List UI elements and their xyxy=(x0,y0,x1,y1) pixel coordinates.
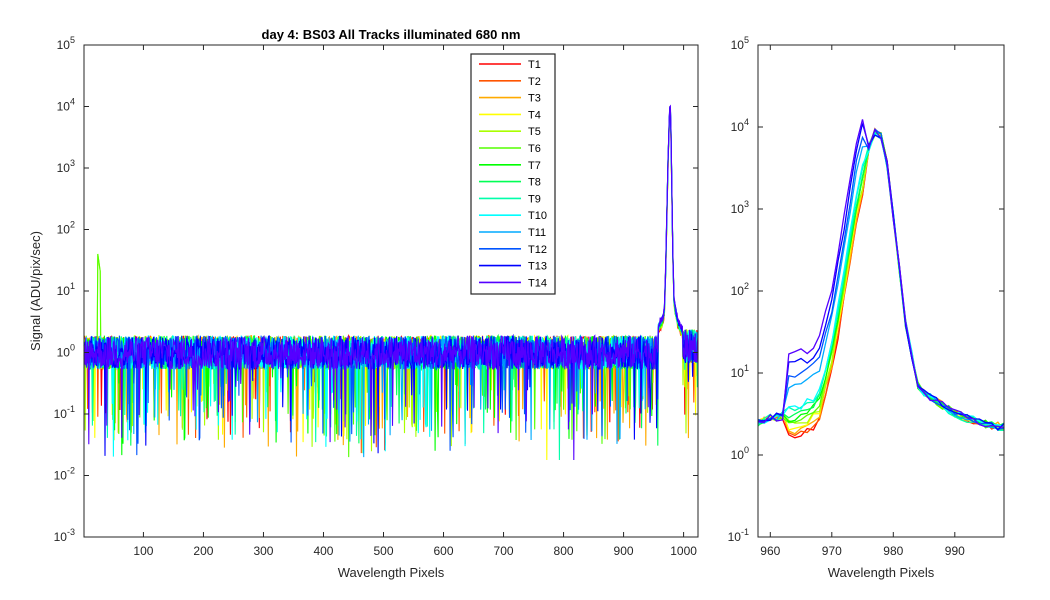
chart-title: day 4: BS03 All Tracks illuminated 680 n… xyxy=(262,27,521,42)
left-x-tick-label: 100 xyxy=(133,544,153,558)
legend-item: T3 xyxy=(479,93,541,105)
legend-label: T2 xyxy=(528,76,541,88)
right-y-tick-label: 105 xyxy=(731,35,749,52)
legend-label: T6 xyxy=(528,143,541,155)
legend-box xyxy=(470,53,556,295)
legend-label: T5 xyxy=(528,126,541,138)
legend-item: T11 xyxy=(479,227,546,239)
legend-item: T14 xyxy=(479,277,547,289)
left-x-tick-label: 900 xyxy=(614,544,634,558)
legend-item: T12 xyxy=(479,244,547,256)
left-series-line-T14 xyxy=(83,104,699,461)
left-data-lines xyxy=(83,104,699,461)
left-y-axis-label: Signal (ADU/pix/sec) xyxy=(28,231,43,351)
left-y-tick-label: 102 xyxy=(57,220,75,237)
left-x-ticks: 100 200 300 400 500 600 700 800 900 1000 xyxy=(133,45,697,558)
right-x-ticks: 960 970 980 990 xyxy=(760,45,965,558)
legend-item: T5 xyxy=(479,126,541,138)
left-y-tick-label: 104 xyxy=(57,97,75,114)
left-y-ticks: 10-3 10-2 10-1 100 101 102 103 104 105 xyxy=(54,35,698,544)
left-plot-area xyxy=(84,45,698,537)
right-y-tick-label: 102 xyxy=(731,281,749,298)
left-x-axis-label: Wavelength Pixels xyxy=(338,565,445,580)
left-y-tick-label: 105 xyxy=(57,35,75,52)
left-x-tick-label: 800 xyxy=(554,544,574,558)
legend-item: T13 xyxy=(479,261,547,273)
legend-label: T14 xyxy=(528,277,547,289)
legend-items: T1 T2 T3 T4 T5 T6 T7 T8 T9 T10 T11 T12 T13 T14 xyxy=(479,59,547,289)
legend-label: T7 xyxy=(528,160,541,172)
right-y-ticks: 10-1 100 101 102 103 104 105 xyxy=(728,35,1004,544)
legend-label: T3 xyxy=(528,93,541,105)
right-x-tick-label: 970 xyxy=(822,544,842,558)
right-y-tick-label: 100 xyxy=(731,445,749,462)
left-x-tick-label: 200 xyxy=(193,544,213,558)
legend: T1 T2 T3 T4 T5 T6 T7 T8 T9 T10 T11 T12 T13 T14 xyxy=(470,53,556,295)
right-y-tick-label: 104 xyxy=(731,117,749,134)
right-y-tick-label: 10-1 xyxy=(728,527,749,544)
left-y-tick-label: 101 xyxy=(57,281,75,298)
left-x-tick-label: 1000 xyxy=(670,544,697,558)
right-data-lines xyxy=(757,119,1005,439)
left-y-tick-label: 10-1 xyxy=(54,404,75,421)
right-plot-area xyxy=(758,45,1004,537)
left-x-tick-label: 600 xyxy=(434,544,454,558)
right-y-tick-label: 101 xyxy=(731,363,749,380)
left-y-tick-label: 10-2 xyxy=(54,466,75,483)
left-x-tick-label: 500 xyxy=(373,544,393,558)
right-x-tick-label: 980 xyxy=(883,544,903,558)
legend-item: T8 xyxy=(479,177,541,189)
legend-label: T10 xyxy=(528,210,547,222)
legend-item: T4 xyxy=(479,109,541,121)
left-axes: 100 200 300 400 500 600 700 800 900 1000 10-3 10-2… xyxy=(28,27,699,580)
left-y-tick-label: 10-3 xyxy=(54,527,75,544)
right-x-tick-label: 990 xyxy=(945,544,965,558)
legend-item: T7 xyxy=(479,160,541,172)
legend-item: T6 xyxy=(479,143,541,155)
legend-item: T10 xyxy=(479,210,547,222)
legend-label: T4 xyxy=(528,109,541,121)
legend-label: T12 xyxy=(528,244,547,256)
left-y-tick-label: 103 xyxy=(57,158,75,175)
legend-label: T11 xyxy=(528,227,546,239)
legend-label: T8 xyxy=(528,177,541,189)
legend-item: T9 xyxy=(479,193,541,205)
right-axes: 960 970 980 990 10-1 100 101 102 103 104 105 Wave… xyxy=(728,35,1005,580)
right-x-tick-label: 960 xyxy=(760,544,780,558)
right-x-axis-label: Wavelength Pixels xyxy=(828,565,935,580)
left-x-tick-label: 400 xyxy=(313,544,333,558)
right-y-tick-label: 103 xyxy=(731,199,749,216)
legend-label: T1 xyxy=(528,59,541,71)
right-series-line-T14 xyxy=(757,119,1005,429)
legend-label: T13 xyxy=(528,261,547,273)
left-x-tick-label: 300 xyxy=(253,544,273,558)
legend-item: T1 xyxy=(479,59,541,71)
legend-item: T2 xyxy=(479,76,541,88)
left-x-tick-label: 700 xyxy=(494,544,514,558)
left-y-tick-label: 100 xyxy=(57,343,75,360)
legend-label: T9 xyxy=(528,193,541,205)
